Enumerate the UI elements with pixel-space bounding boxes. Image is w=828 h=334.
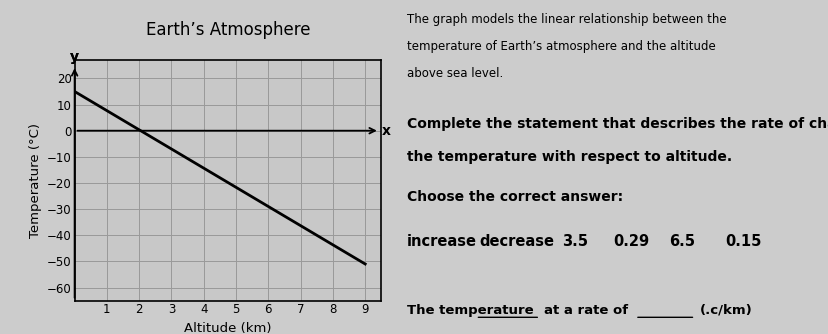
Text: temperature of Earth’s atmosphere and the altitude: temperature of Earth’s atmosphere and th… (406, 40, 715, 53)
Text: x: x (381, 124, 390, 138)
Text: 0.29: 0.29 (613, 234, 649, 249)
Text: 0.15: 0.15 (724, 234, 761, 249)
Text: Choose the correct answer:: Choose the correct answer: (406, 190, 622, 204)
Text: y: y (70, 50, 79, 64)
Text: y: y (70, 50, 79, 64)
Text: Complete the statement that describes the rate of change of: Complete the statement that describes th… (406, 117, 828, 131)
Text: 3.5: 3.5 (561, 234, 587, 249)
Text: above sea level.: above sea level. (406, 67, 503, 80)
X-axis label: Altitude (km): Altitude (km) (184, 322, 272, 334)
Text: The temperature: The temperature (406, 304, 532, 317)
Text: decrease: decrease (479, 234, 554, 249)
Title: Earth’s Atmosphere: Earth’s Atmosphere (146, 21, 310, 39)
Text: 6.5: 6.5 (669, 234, 695, 249)
Text: at a rate of: at a rate of (544, 304, 628, 317)
Y-axis label: Temperature (°C): Temperature (°C) (28, 123, 41, 238)
Text: increase: increase (406, 234, 476, 249)
Text: (.c/km): (.c/km) (699, 304, 752, 317)
Text: the temperature with respect to altitude.: the temperature with respect to altitude… (406, 150, 731, 164)
Text: The graph models the linear relationship between the: The graph models the linear relationship… (406, 13, 725, 26)
